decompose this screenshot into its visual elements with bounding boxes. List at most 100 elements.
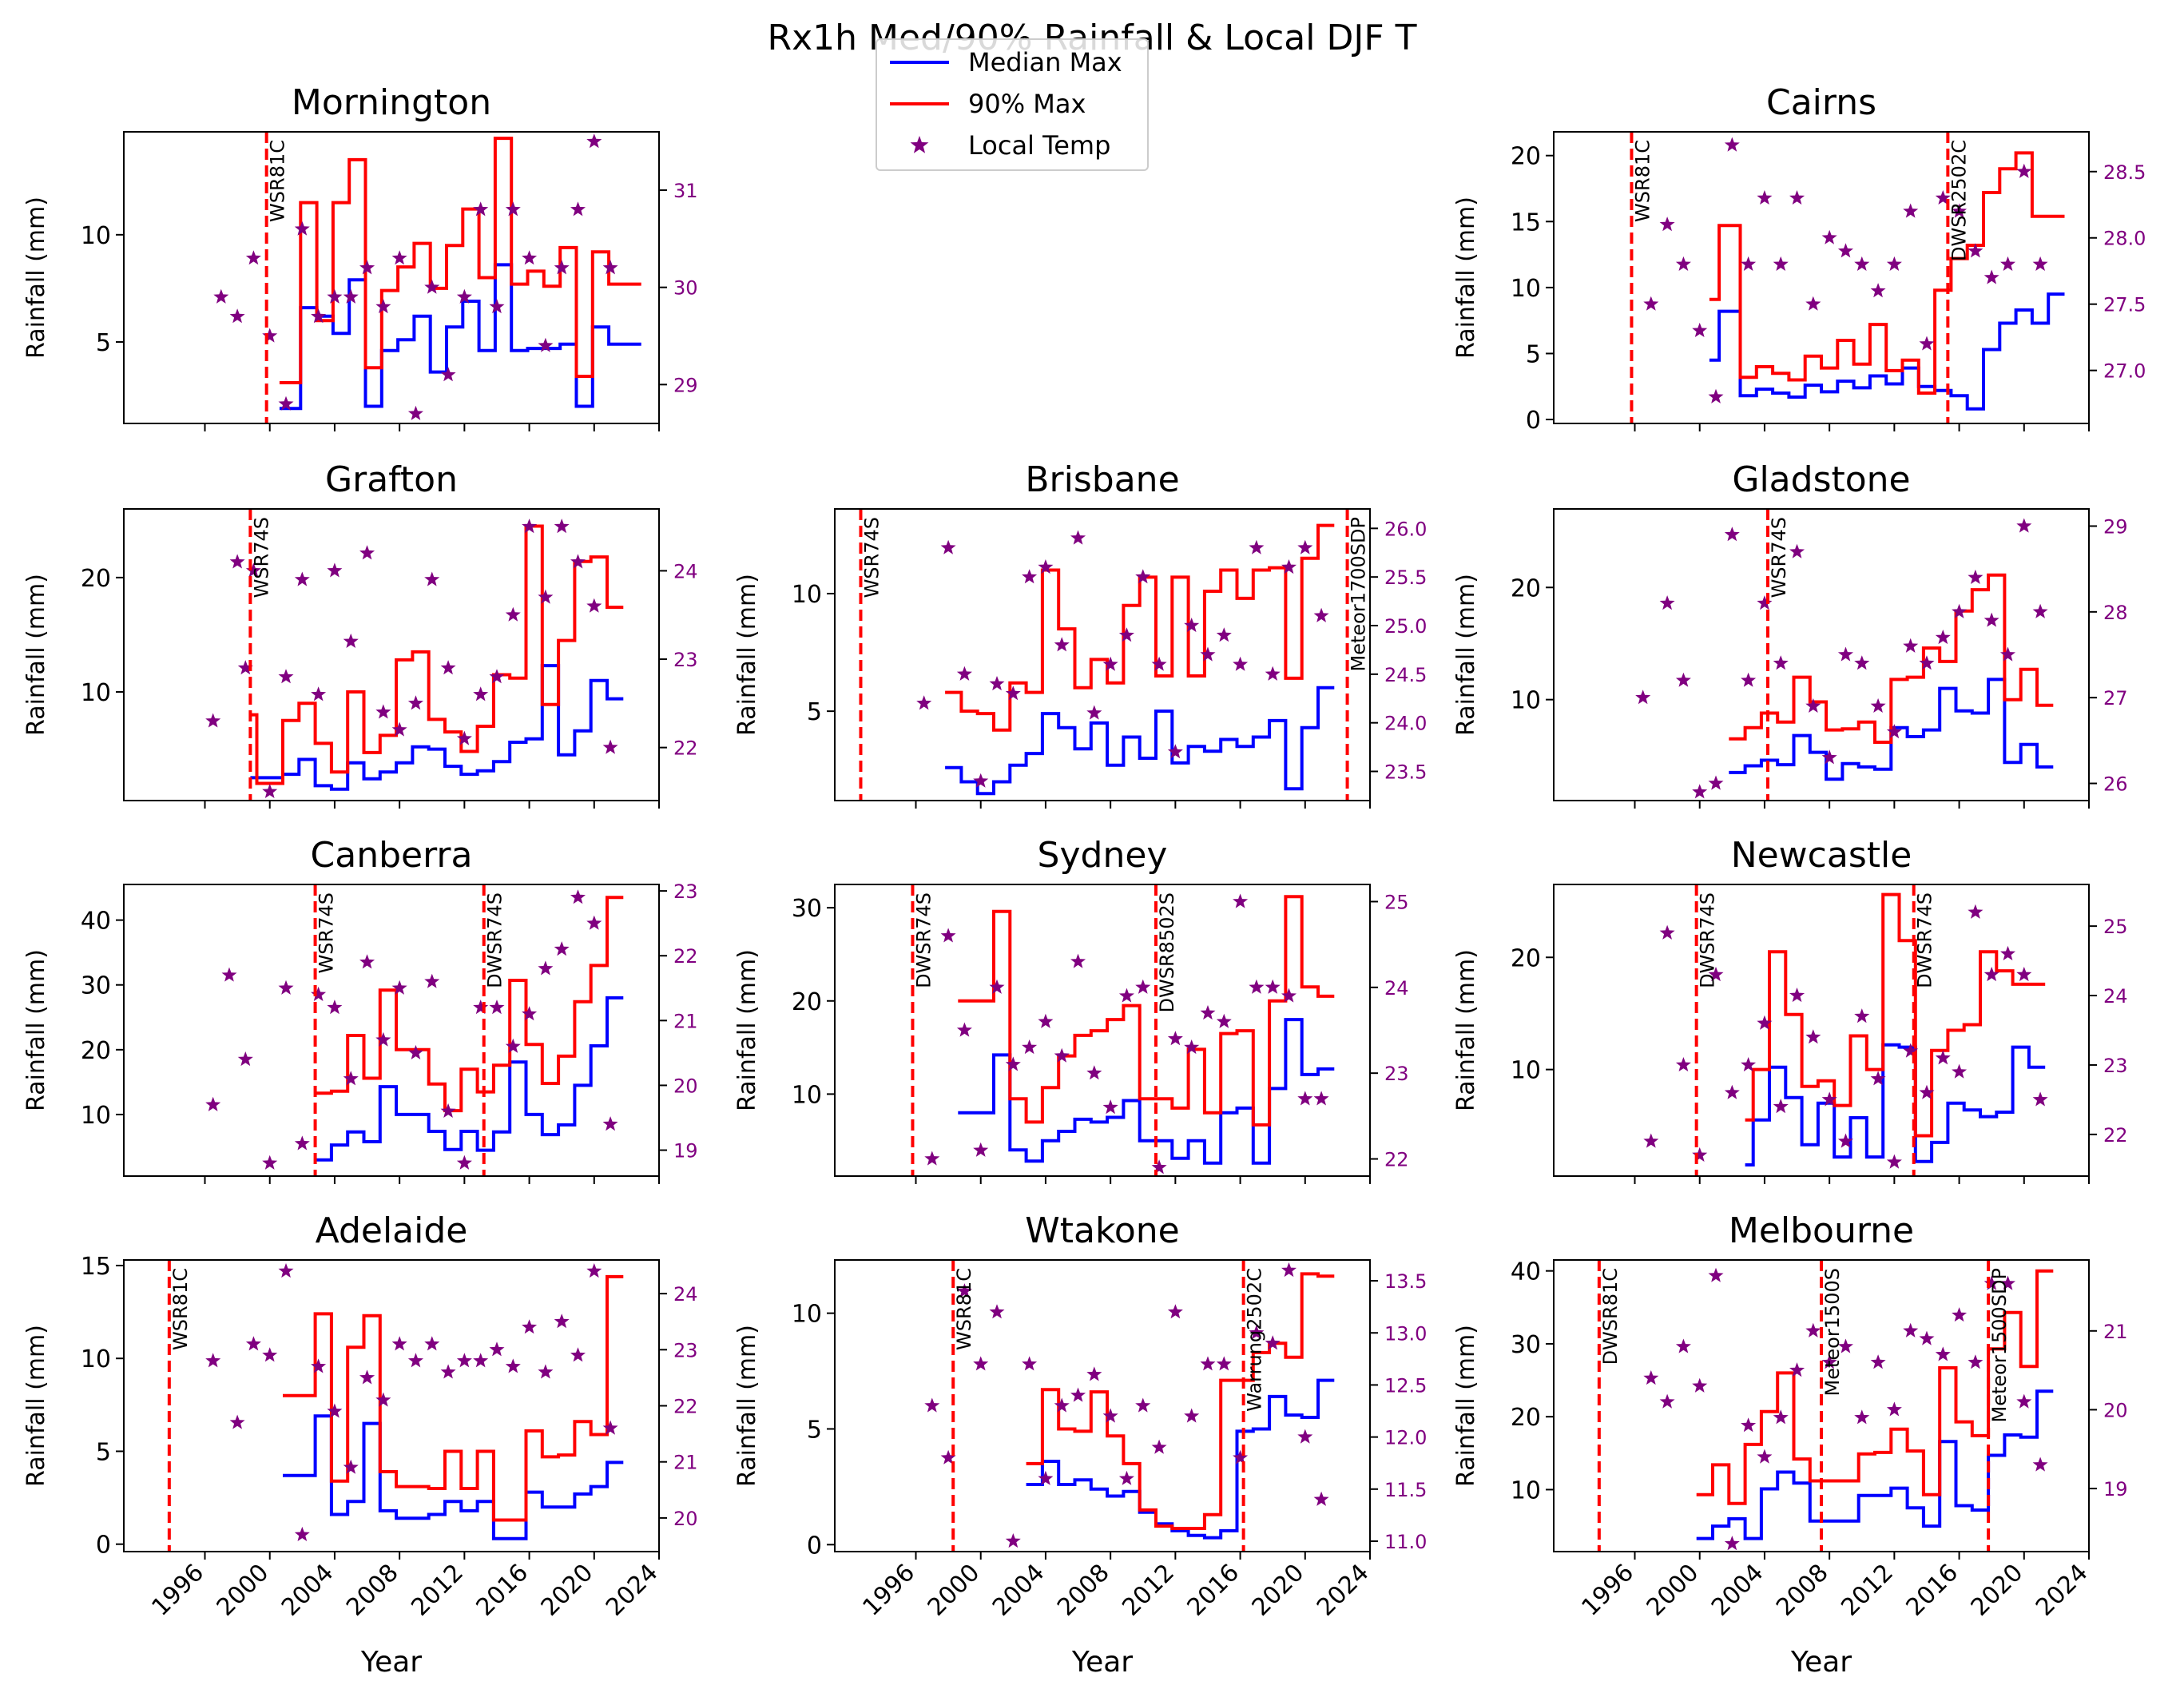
brisbane-y2tick-label: 26.0 (1384, 518, 1427, 540)
melbourne-temp-point (1903, 1322, 1919, 1337)
cairns-temp-point (2000, 256, 2015, 271)
wtakone-xtick-label: 2000 (923, 1559, 986, 1622)
newcastle-temp-point (1643, 1133, 1659, 1148)
newcastle-y2tick-label: 22 (2103, 1124, 2128, 1147)
mornington-temp-point (424, 279, 440, 294)
adelaide-temp-point (473, 1353, 489, 1368)
sydney-temp-point (1265, 979, 1281, 994)
newcastle-temp-point (1675, 1057, 1691, 1071)
canberra-temp-point (237, 1051, 253, 1067)
sydney-title: Sydney (1038, 835, 1168, 876)
cairns-ylabel: Rainfall (mm) (1452, 197, 1480, 359)
sydney-y2tick-label: 25 (1384, 891, 1409, 913)
gladstone-ytick-label: 10 (1511, 687, 1541, 715)
newcastle-y2tick-label: 24 (2103, 985, 2128, 1008)
adelaide-y2tick-label: 24 (673, 1283, 698, 1306)
canberra-temp-point (343, 1071, 359, 1086)
legend-median-swatch (890, 61, 949, 64)
gladstone-temp-point (1741, 672, 1757, 687)
melbourne-temp-point (1952, 1307, 1968, 1322)
brisbane-temp-point (973, 773, 989, 788)
melbourne-temp-point (1837, 1338, 1853, 1353)
cairns-temp-point (1643, 296, 1659, 311)
canberra-temp-point (327, 1000, 343, 1015)
grafton-temp-point (586, 598, 602, 613)
newcastle-temp-point (1821, 1091, 1837, 1107)
newcastle-y2tick-label: 23 (2103, 1055, 2128, 1077)
sydney-ytick-label: 10 (792, 1081, 822, 1109)
grafton-temp-point (359, 545, 375, 560)
canberra-y2tick-label: 20 (673, 1075, 698, 1097)
cairns-ytick-label: 15 (1511, 209, 1541, 236)
canberra-temp-point (278, 980, 294, 995)
sydney-temp-point (1005, 1056, 1021, 1071)
wtakone-temp-point (924, 1397, 940, 1413)
sydney-temp-point (1054, 1047, 1070, 1063)
gladstone-temp-point (1635, 690, 1651, 705)
wtakone-temp-point (956, 1283, 972, 1298)
brisbane-p90-line (945, 523, 1335, 732)
newcastle-temp-point (1854, 1008, 1870, 1023)
adelaide-temp-point (554, 1314, 570, 1329)
newcastle-temp-point (1886, 1154, 1902, 1169)
canberra-temp-point (505, 1038, 521, 1053)
mornington-y2tick-label: 29 (673, 374, 698, 396)
brisbane-temp-point (1216, 627, 1232, 642)
cairns-temp-point (1789, 190, 1805, 205)
wtakone-temp-point (1281, 1262, 1297, 1278)
melbourne-xtick-label: 2000 (1642, 1559, 1705, 1622)
grafton-temp-point (237, 660, 253, 675)
melbourne-temp-point (1870, 1354, 1886, 1369)
sydney-temp-point (1233, 893, 1249, 908)
brisbane-temp-point (1005, 686, 1021, 701)
newcastle-temp-point (2016, 967, 2032, 982)
mornington-temp-point (213, 288, 229, 304)
melbourne-p90-line (1696, 1269, 2054, 1505)
gladstone-temp-point (2032, 603, 2048, 618)
wtakone-radar-label: Warrung2502C (1244, 1268, 1266, 1412)
grafton-temp-point (522, 519, 538, 534)
wtakone-temp-point (1297, 1429, 1313, 1444)
grafton-temp-point (505, 606, 521, 622)
canberra-y2tick-label: 21 (673, 1010, 698, 1032)
melbourne-xtick-label: 2020 (1966, 1559, 2029, 1622)
wtakone-temp-point (1216, 1356, 1232, 1371)
wtakone-p90-line (1026, 1272, 1335, 1530)
newcastle-temp-point (1968, 904, 1983, 919)
wtakone-temp-point (1313, 1491, 1329, 1506)
canberra-temp-point (602, 1116, 618, 1131)
canberra-temp-point (522, 1006, 538, 1021)
canberra-temp-point (538, 960, 554, 976)
gladstone-radar-label: WSR74S (1768, 517, 1790, 598)
wtakone-xtick-label: 2024 (1312, 1559, 1375, 1622)
adelaide-ytick-label: 5 (96, 1438, 111, 1466)
melbourne-xtick-label: 2012 (1836, 1559, 1899, 1622)
mornington-temp-point (602, 260, 618, 275)
melbourne-ytick-label: 10 (1511, 1476, 1541, 1504)
brisbane-temp-point (1233, 656, 1249, 671)
newcastle-title: Newcastle (1731, 835, 1912, 876)
cairns-temp-point (2032, 256, 2048, 271)
mornington-temp-point (294, 221, 310, 236)
gladstone-temp-point (1983, 612, 1999, 627)
mornington-y2tick-label: 30 (673, 277, 698, 300)
melbourne-xlabel: Year (1790, 1646, 1852, 1679)
adelaide-temp-point (489, 1341, 505, 1357)
grafton-temp-point (554, 519, 570, 534)
wtakone-temp-point (1038, 1470, 1054, 1485)
cairns-temp-point (1773, 256, 1789, 271)
melbourne-temp-point (1886, 1401, 1902, 1417)
sydney-temp-point (1038, 1013, 1054, 1028)
adelaide-xtick-label: 2008 (341, 1559, 404, 1622)
legend-temp-swatch (910, 136, 929, 153)
grafton-temp-point (489, 669, 505, 684)
mornington-radar-label: WSR81C (267, 140, 289, 222)
grafton-ytick-label: 20 (81, 565, 111, 593)
grafton-temp-point (570, 554, 586, 569)
wtakone-temp-point (1265, 1335, 1281, 1350)
brisbane-title: Brisbane (1025, 459, 1179, 500)
mornington-temp-point (440, 367, 456, 382)
melbourne-y2tick-label: 19 (2103, 1478, 2128, 1500)
